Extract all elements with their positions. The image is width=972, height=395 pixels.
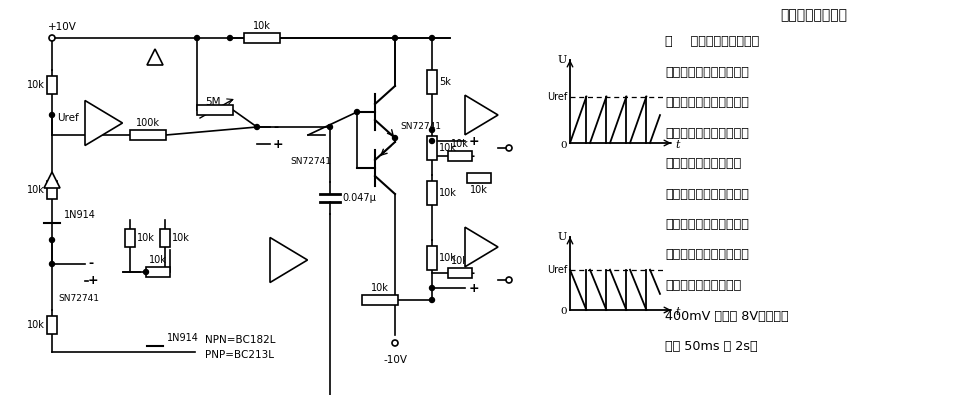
Polygon shape — [44, 172, 60, 188]
Text: 5k: 5k — [439, 77, 451, 87]
Text: 1N914: 1N914 — [64, 210, 96, 220]
Text: -10V: -10V — [383, 355, 407, 365]
Circle shape — [430, 36, 434, 41]
Text: 幅度和频率，加至两耳上: 幅度和频率，加至两耳上 — [665, 66, 748, 79]
Bar — [125, 229, 135, 247]
Polygon shape — [465, 95, 498, 135]
Text: 400mV 变化到 8V。斜坡时: 400mV 变化到 8V。斜坡时 — [665, 310, 788, 322]
Text: SN72741: SN72741 — [290, 157, 331, 166]
Text: 互补斜坡信号发生: 互补斜坡信号发生 — [780, 8, 847, 22]
Text: 的调幅听觉信号需要这种: 的调幅听觉信号需要这种 — [665, 96, 748, 109]
Text: 10k: 10k — [137, 233, 155, 243]
Circle shape — [50, 237, 54, 243]
Text: 间从 50ms 到 2s。: 间从 50ms 到 2s。 — [665, 340, 757, 353]
Bar — [160, 229, 170, 247]
Circle shape — [392, 340, 398, 346]
Text: 的印象。由于输出阻抗: 的印象。由于输出阻抗 — [665, 157, 742, 170]
Bar — [146, 267, 170, 277]
Circle shape — [49, 35, 55, 41]
Text: -: - — [469, 149, 474, 162]
Bar — [427, 181, 437, 205]
Polygon shape — [85, 100, 122, 145]
Text: 10k: 10k — [451, 256, 469, 266]
Text: 输出级。另一只运放用于: 输出级。另一只运放用于 — [665, 218, 748, 231]
Circle shape — [430, 297, 434, 303]
Text: 10k: 10k — [149, 255, 167, 265]
Text: 100k: 100k — [136, 118, 160, 128]
Text: 10k: 10k — [439, 143, 457, 153]
Circle shape — [227, 36, 232, 41]
Text: 倒相和电平移动。按图中: 倒相和电平移动。按图中 — [665, 248, 748, 261]
Text: +: + — [469, 282, 479, 295]
Text: 0.047μ: 0.047μ — [342, 193, 376, 203]
Circle shape — [430, 128, 434, 132]
Text: PNP=BC213L: PNP=BC213L — [205, 350, 274, 360]
Text: 10k: 10k — [439, 188, 457, 198]
Text: 10k: 10k — [470, 185, 488, 195]
Text: 5M: 5M — [205, 97, 221, 107]
Text: 器    采用运放独立地控制: 器 采用运放独立地控制 — [665, 35, 759, 48]
Bar — [47, 181, 57, 199]
Circle shape — [144, 269, 149, 275]
Text: 1N914: 1N914 — [167, 333, 199, 343]
Bar — [197, 105, 233, 115]
Text: 0: 0 — [561, 141, 567, 149]
Bar — [427, 70, 437, 94]
Text: Uref: Uref — [57, 113, 79, 123]
Text: 高，必须使用电压跟随器: 高，必须使用电压跟随器 — [665, 188, 748, 201]
Text: NPN=BC182L: NPN=BC182L — [205, 335, 275, 345]
Circle shape — [355, 109, 360, 115]
Text: +: + — [88, 275, 98, 288]
Bar — [362, 295, 398, 305]
Circle shape — [50, 113, 54, 117]
Text: 10k: 10k — [27, 80, 45, 90]
Text: Uref: Uref — [546, 265, 567, 275]
Text: +10V: +10V — [48, 22, 77, 32]
Text: U: U — [558, 55, 567, 65]
Text: +: + — [469, 135, 479, 147]
Circle shape — [328, 124, 332, 130]
Circle shape — [50, 261, 54, 267]
Text: -: - — [88, 258, 93, 271]
Circle shape — [255, 124, 260, 130]
Bar — [448, 151, 472, 161]
Circle shape — [430, 286, 434, 290]
Bar — [427, 246, 437, 270]
Text: 10k: 10k — [451, 139, 469, 149]
Polygon shape — [270, 237, 307, 282]
Text: +: + — [273, 137, 284, 150]
Text: -: - — [273, 120, 278, 134]
Text: 0: 0 — [561, 307, 567, 316]
Bar — [427, 136, 437, 160]
Bar — [47, 316, 57, 334]
Text: 10k: 10k — [253, 21, 271, 31]
Text: Uref: Uref — [546, 92, 567, 102]
Bar — [244, 33, 280, 43]
Text: t: t — [675, 140, 679, 150]
Text: U: U — [558, 232, 567, 242]
Polygon shape — [465, 227, 498, 267]
Circle shape — [506, 145, 512, 151]
Circle shape — [430, 139, 434, 143]
Bar — [47, 76, 57, 94]
Text: 10k: 10k — [439, 253, 457, 263]
Bar — [467, 173, 491, 183]
Text: SN72741: SN72741 — [400, 122, 441, 131]
Text: SN72741: SN72741 — [58, 294, 99, 303]
Circle shape — [393, 135, 398, 141]
Text: 10k: 10k — [27, 185, 45, 195]
Bar — [130, 130, 166, 140]
Circle shape — [506, 277, 512, 283]
Text: t: t — [675, 307, 679, 317]
Text: 控制，从而产生左右扫描: 控制，从而产生左右扫描 — [665, 126, 748, 139]
Text: 10k: 10k — [371, 283, 389, 293]
Text: 参数，斜坡输出可以从: 参数，斜坡输出可以从 — [665, 279, 742, 292]
Text: -: - — [469, 267, 474, 280]
Circle shape — [194, 36, 199, 41]
Polygon shape — [147, 49, 163, 65]
Circle shape — [393, 36, 398, 41]
Text: 10k: 10k — [27, 320, 45, 330]
Bar — [448, 268, 472, 278]
Text: 10k: 10k — [172, 233, 190, 243]
